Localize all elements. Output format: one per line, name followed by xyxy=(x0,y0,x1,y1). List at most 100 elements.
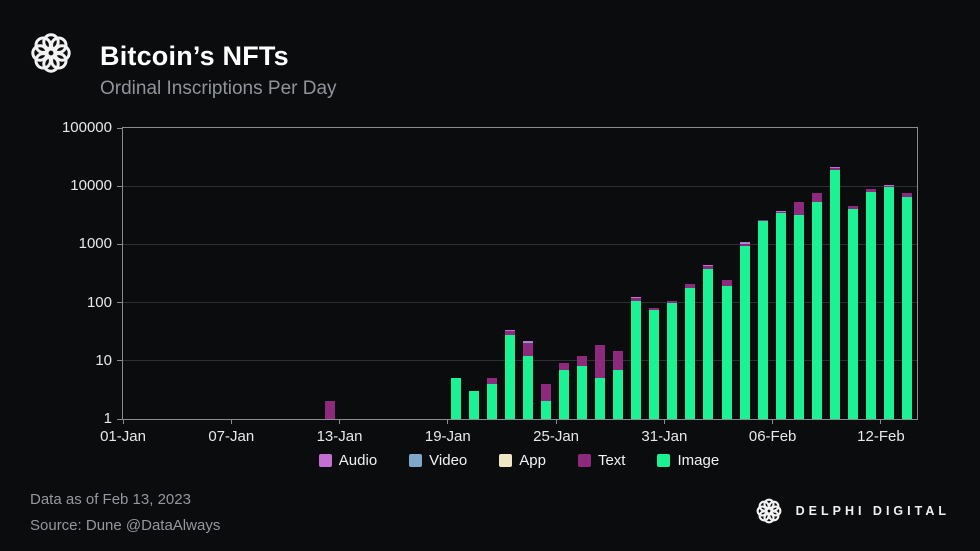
bar-segment-audio-23-Jan xyxy=(523,340,533,343)
bar-segment-image-12-Feb xyxy=(883,187,894,419)
bar-segment-image-24-Jan xyxy=(541,401,552,419)
data-as-of-note: Data as of Feb 13, 2023 xyxy=(30,491,191,508)
x-axis-tick-label: 25-Jan xyxy=(533,428,580,445)
page-subtitle: Ordinal Inscriptions Per Day xyxy=(100,78,337,99)
legend-swatch-app-icon xyxy=(499,453,513,467)
legend-item-text: Text xyxy=(577,451,626,469)
y-axis-tick-label: 1 xyxy=(103,410,112,427)
bar-segment-image-29-Jan xyxy=(631,301,642,419)
bar-segment-text-12-Feb xyxy=(883,185,894,188)
bar-segment-image-28-Jan xyxy=(613,369,624,419)
x-axis-tick xyxy=(663,419,665,424)
y-axis-tick-label: 10000 xyxy=(70,177,112,195)
legend-label-image: Image xyxy=(677,451,720,469)
bar-segment-text-08-Feb xyxy=(811,192,822,202)
legend-item-image: Image xyxy=(657,452,719,469)
bar-segment-text-04-Feb xyxy=(739,243,750,246)
legend-label-app: App xyxy=(519,451,546,469)
bar-segment-text-12-Jan xyxy=(324,401,335,419)
bar-segment-image-05-Feb xyxy=(757,221,768,419)
page-title: Bitcoin’s NFTs xyxy=(100,41,289,71)
x-axis-tick xyxy=(122,419,124,424)
bar-segment-text-27-Jan xyxy=(595,344,606,379)
bar-segment-text-01-Feb xyxy=(685,284,696,289)
bar-segment-image-11-Feb xyxy=(865,192,876,419)
legend-swatch-image-icon xyxy=(657,453,671,467)
bar-segment-image-27-Jan xyxy=(595,378,606,419)
x-axis-tick-label: 19-Jan xyxy=(424,428,471,445)
x-axis-tick-label: 12-Feb xyxy=(857,428,905,445)
y-axis-tick xyxy=(117,127,122,129)
bar-segment-image-26-Jan xyxy=(577,366,588,419)
bar-segment-text-03-Feb xyxy=(721,280,732,287)
y-gridline xyxy=(123,360,917,362)
bar-segment-image-02-Feb xyxy=(703,269,714,419)
y-gridline xyxy=(123,243,917,245)
legend-swatch-audio-icon xyxy=(318,453,332,467)
bar-segment-text-05-Feb xyxy=(757,219,768,222)
bar-segment-text-22-Jan xyxy=(504,331,515,335)
bar-segment-text-23-Jan xyxy=(523,343,533,357)
bar-segment-image-08-Feb xyxy=(811,201,822,419)
x-axis-tick-label: 06-Feb xyxy=(748,428,797,445)
bar-segment-image-06-Feb xyxy=(775,213,786,419)
y-axis-tick xyxy=(117,302,122,304)
x-axis-tick-label: 07-Jan xyxy=(208,428,255,445)
bar-segment-image-04-Feb xyxy=(739,245,750,419)
x-axis-tick-label: 13-Jan xyxy=(316,428,363,445)
legend-item-app: App xyxy=(499,452,546,469)
legend-label-video: Video xyxy=(429,451,468,469)
legend-item-video: Video xyxy=(409,452,467,469)
x-axis-tick-label: 01-Jan xyxy=(100,428,146,445)
y-axis-tick xyxy=(117,360,122,362)
bar-segment-image-09-Feb xyxy=(829,170,840,419)
y-axis-tick xyxy=(117,418,122,420)
bar-segment-text-07-Feb xyxy=(793,202,804,216)
bar-segment-image-07-Feb xyxy=(793,215,804,419)
y-axis-tick-label: 1000 xyxy=(78,235,112,253)
y-axis-tick-label: 10 xyxy=(95,351,112,369)
legend-item-audio: Audio xyxy=(318,451,378,469)
chart-plot-area: 1 10 100 1000 10000 100000 01-Jan 07-Jan 13-Jan 1… xyxy=(62,120,918,445)
legend-label-audio: Audio xyxy=(338,451,378,469)
bar-segment-audio-09-Feb xyxy=(829,167,840,169)
delphi-knot-logo-icon xyxy=(31,33,71,73)
brand-name: DELPHI DIGITAL xyxy=(795,504,950,518)
legend-swatch-video-icon xyxy=(409,453,423,467)
bar-segment-text-25-Jan xyxy=(559,363,570,370)
bar-segment-image-01-Feb xyxy=(685,288,696,419)
bar-segment-image-22-Jan xyxy=(504,334,515,419)
x-axis-tick xyxy=(772,419,774,424)
bar-segment-audio-06-Feb xyxy=(775,210,786,212)
bar-segment-image-03-Feb xyxy=(721,286,732,419)
bar-segment-video-22-Jan xyxy=(504,330,515,332)
y-gridline xyxy=(123,185,917,187)
bar-segment-text-24-Jan xyxy=(541,383,552,402)
y-gridline xyxy=(123,302,917,304)
legend-swatch-text-icon xyxy=(577,453,591,467)
bar-segment-text-30-Jan xyxy=(649,307,660,310)
bar-segment-text-28-Jan xyxy=(613,350,624,370)
brand-lockup: DELPHI DIGITAL xyxy=(754,496,950,526)
bar-segment-text-06-Feb xyxy=(775,212,786,214)
bar-segment-video-23-Jan xyxy=(523,342,533,344)
x-axis-tick xyxy=(880,419,882,424)
bar-segment-audio-02-Feb xyxy=(703,264,714,266)
bar-segment-image-10-Feb xyxy=(847,208,858,419)
y-axis-tick-label: 100000 xyxy=(61,119,112,136)
bar-segment-audio-29-Jan xyxy=(631,296,642,298)
bar-segment-image-23-Jan xyxy=(523,356,533,419)
chart-legend: Audio Video App Text Image xyxy=(122,451,916,469)
x-axis-tick xyxy=(555,419,557,424)
x-axis-tick xyxy=(339,419,341,424)
bar-segment-text-10-Feb xyxy=(847,205,858,209)
bar-segment-audio-12-Feb xyxy=(883,184,894,186)
legend-label-text: Text xyxy=(597,451,626,469)
delphi-knot-logo-small-icon xyxy=(756,498,782,524)
x-axis-tick-label: 31-Jan xyxy=(641,428,688,445)
bar-segment-text-11-Feb xyxy=(865,188,876,193)
bar-segment-text-13-Feb xyxy=(901,193,912,198)
y-axis-tick xyxy=(117,185,122,187)
bar-segment-text-29-Jan xyxy=(631,297,642,302)
